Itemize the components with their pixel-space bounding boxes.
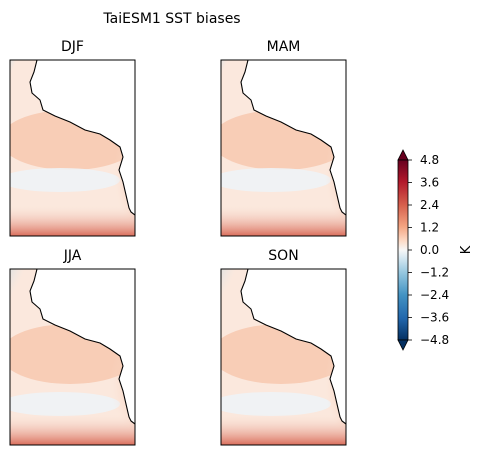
panel-frame	[220, 268, 347, 446]
colorbar-tick-label: 0.0	[420, 243, 439, 257]
southern-warm-strip	[221, 205, 346, 236]
land-mask	[241, 269, 346, 424]
land-mask	[241, 60, 346, 215]
figure-title: TaiESM1 SST biases	[102, 11, 240, 27]
colorbar-body	[397, 159, 409, 341]
neutral-band	[10, 168, 120, 192]
panel-title: DJF	[61, 39, 84, 55]
southern-warm-strip	[221, 414, 346, 445]
colorbar-extend-bottom	[397, 339, 409, 351]
map-panel-djf: DJF	[9, 39, 136, 237]
panel-title: SON	[268, 248, 298, 264]
coastline	[29, 269, 135, 425]
colorbar-tick-label: 4.8	[420, 153, 439, 167]
colorbar-tick-label: 2.4	[420, 198, 439, 212]
coastline	[29, 60, 135, 216]
colorbar-tick-label: −3.6	[420, 311, 449, 325]
land-mask	[30, 60, 135, 215]
southern-warm-strip	[10, 205, 135, 236]
panel-frame	[9, 268, 136, 446]
map-panel-mam: MAM	[220, 39, 347, 237]
colorbar-tick-label: −4.8	[420, 333, 449, 347]
colorbar-tick-label: −2.4	[420, 288, 449, 302]
colorbar-tick-label: −1.2	[420, 266, 449, 280]
colorbar-tick-label: 3.6	[420, 176, 439, 190]
neutral-band	[221, 392, 331, 416]
panel-title: MAM	[267, 39, 301, 55]
land-mask	[30, 269, 135, 424]
colorbar-tick-label: 1.2	[420, 221, 439, 235]
map-panel-jja: JJA	[9, 248, 136, 446]
northwest-cool-patch	[221, 60, 235, 90]
colorbar-label: K	[459, 245, 474, 254]
northwest-cool-patch	[10, 60, 24, 90]
neutral-band	[221, 168, 331, 192]
panel-frame	[220, 59, 347, 237]
panel-frame	[9, 59, 136, 237]
coastline	[240, 269, 346, 425]
panel-title: JJA	[63, 248, 82, 264]
colorbar: 4.8 3.6 2.4 1.2 0.0 −1.2 −2.4 −3.6 −4.8 K	[397, 149, 474, 351]
coastline	[240, 60, 346, 216]
colorbar-extend-top	[397, 149, 409, 161]
map-panel-son: SON	[220, 248, 347, 446]
southern-warm-strip	[10, 414, 135, 445]
